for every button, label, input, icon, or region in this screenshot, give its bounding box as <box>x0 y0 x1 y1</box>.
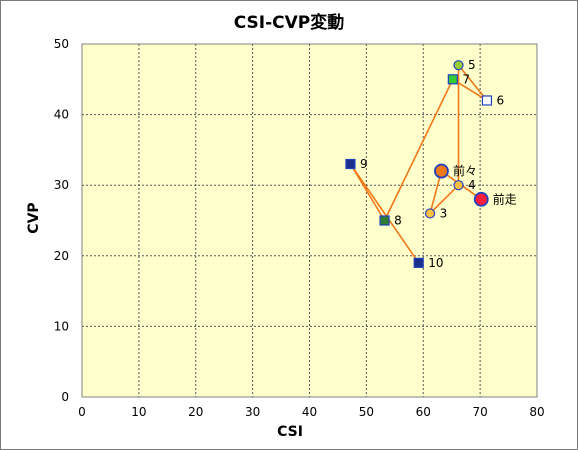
data-point-square <box>481 95 493 106</box>
chart-title: CSI-CVP変動 <box>233 13 345 33</box>
x-axis-ticks: 0 10 20 30 40 50 60 70 80 <box>78 405 544 419</box>
y-tick-label: 20 <box>54 249 69 263</box>
point-label: 前々 <box>453 163 477 178</box>
x-tick-label: 30 <box>245 405 260 419</box>
connection-line <box>457 64 488 101</box>
point-label: 3 <box>440 206 448 220</box>
y-tick-label: 40 <box>54 108 69 122</box>
connection-line <box>452 78 488 102</box>
data-point-circle <box>473 191 489 207</box>
data-point-square <box>447 74 458 85</box>
x-tick-label: 0 <box>78 405 86 419</box>
point-label: 10 <box>428 256 443 270</box>
x-tick-label: 70 <box>472 405 487 419</box>
data-point-square <box>379 215 390 226</box>
point-labels: 前走 前々 3 4 5 6 7 8 9 10 <box>360 58 517 270</box>
point-label: 7 <box>462 72 470 86</box>
x-tick-label: 80 <box>529 405 544 419</box>
y-tick-label: 50 <box>54 37 69 51</box>
data-point-circle <box>434 163 449 179</box>
x-tick-label: 20 <box>188 405 203 419</box>
point-label: 9 <box>360 157 368 171</box>
y-tick-label: 0 <box>61 390 69 404</box>
y-tick-label: 10 <box>54 319 69 333</box>
plot-border <box>81 43 538 398</box>
data-point-circle <box>453 180 464 191</box>
data-points <box>345 60 493 268</box>
y-tick-label: 30 <box>54 178 69 192</box>
data-point-square <box>345 158 356 170</box>
grid-lines <box>82 44 537 397</box>
connection-line <box>429 184 460 215</box>
point-label: 6 <box>496 93 504 107</box>
y-axis-ticks: 0 10 20 30 40 50 <box>54 37 69 404</box>
connection-line <box>383 78 454 221</box>
x-axis-label: CSI <box>277 424 303 440</box>
point-label: 5 <box>468 58 476 72</box>
point-label: 前走 <box>493 191 517 206</box>
x-tick-label: 60 <box>416 405 431 419</box>
data-point-circle <box>424 208 436 219</box>
data-point-circle <box>453 60 464 71</box>
x-tick-label: 50 <box>359 405 374 419</box>
connection-line <box>349 163 420 264</box>
connection-lines <box>349 64 488 264</box>
point-label: 8 <box>394 214 402 228</box>
x-tick-label: 40 <box>302 405 317 419</box>
x-tick-label: 10 <box>131 405 146 419</box>
data-point-square <box>413 257 424 268</box>
point-label: 4 <box>468 178 476 192</box>
